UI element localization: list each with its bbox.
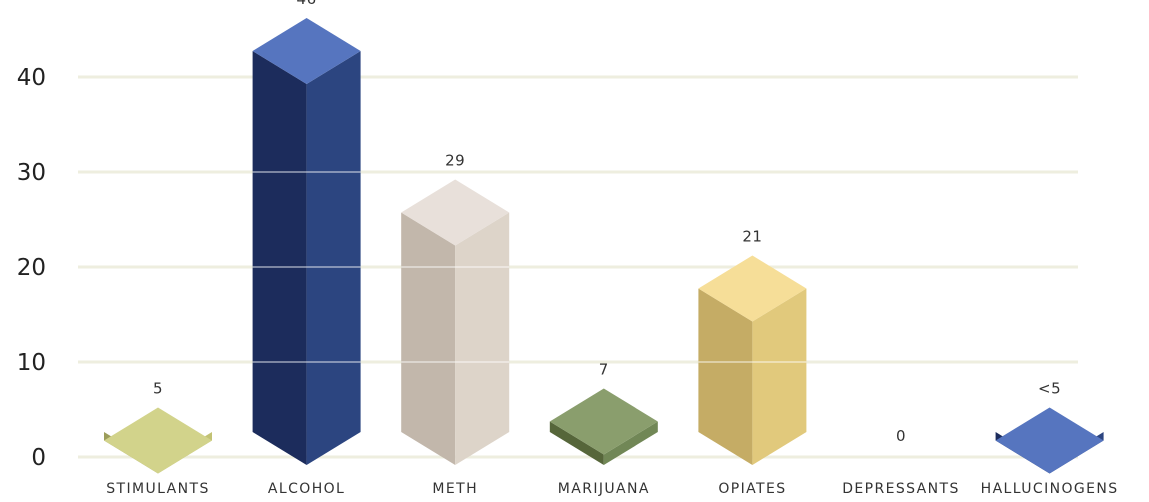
bar-top-face [252, 18, 361, 84]
bar-right-face [455, 212, 510, 465]
value-label: 7 [599, 361, 609, 379]
bar-stimulants [104, 407, 212, 474]
bar-meth [401, 179, 510, 465]
y-axis-ticks: 0 10 20 30 40 [17, 65, 46, 471]
value-label: <5 [1038, 380, 1061, 398]
bar-right-face [752, 288, 807, 465]
category-label: STIMULANTS [106, 481, 210, 497]
value-label: 0 [896, 427, 906, 445]
category-labels: STIMULANTS ALCOHOL METH MARIJUANA OPIATES DEP… [106, 481, 1119, 497]
y-tick-label: 10 [17, 350, 46, 376]
y-tick-label: 20 [17, 255, 46, 281]
bar-left-face [252, 51, 307, 465]
bars [104, 18, 1104, 474]
value-label: 21 [742, 228, 762, 246]
bar-top-face [549, 388, 658, 455]
bar-alcohol [252, 18, 361, 465]
category-label: DEPRESSANTS [842, 481, 960, 497]
bar-top-face [698, 255, 807, 322]
y-tick-label: 40 [17, 65, 46, 91]
category-label: MARIJUANA [558, 481, 650, 497]
bar-left-face [401, 212, 456, 465]
value-labels: 5 46 29 7 21 0 <5 [153, 0, 1061, 445]
y-tick-label: 30 [17, 160, 46, 186]
value-label: 46 [297, 0, 317, 8]
gridlines [78, 75, 1078, 459]
value-label: 29 [445, 152, 465, 170]
bar-left-face [698, 288, 753, 465]
category-label: OPIATES [718, 481, 786, 497]
y-tick-label: 0 [31, 445, 46, 471]
bar-right-face [306, 51, 361, 465]
bar-opiates [698, 255, 807, 465]
bar-top-face [104, 407, 212, 474]
bar-right-face [603, 421, 658, 465]
bar-left-face [549, 421, 604, 465]
category-label: HALLUCINOGENS [981, 481, 1119, 497]
bar-marijuana [549, 388, 658, 465]
bar-top-face [995, 407, 1104, 474]
bar-top-face [401, 179, 510, 246]
category-label: ALCOHOL [268, 481, 345, 497]
bar-hallucinogens [995, 407, 1104, 474]
value-label: 5 [153, 380, 163, 398]
category-label: METH [432, 481, 478, 497]
